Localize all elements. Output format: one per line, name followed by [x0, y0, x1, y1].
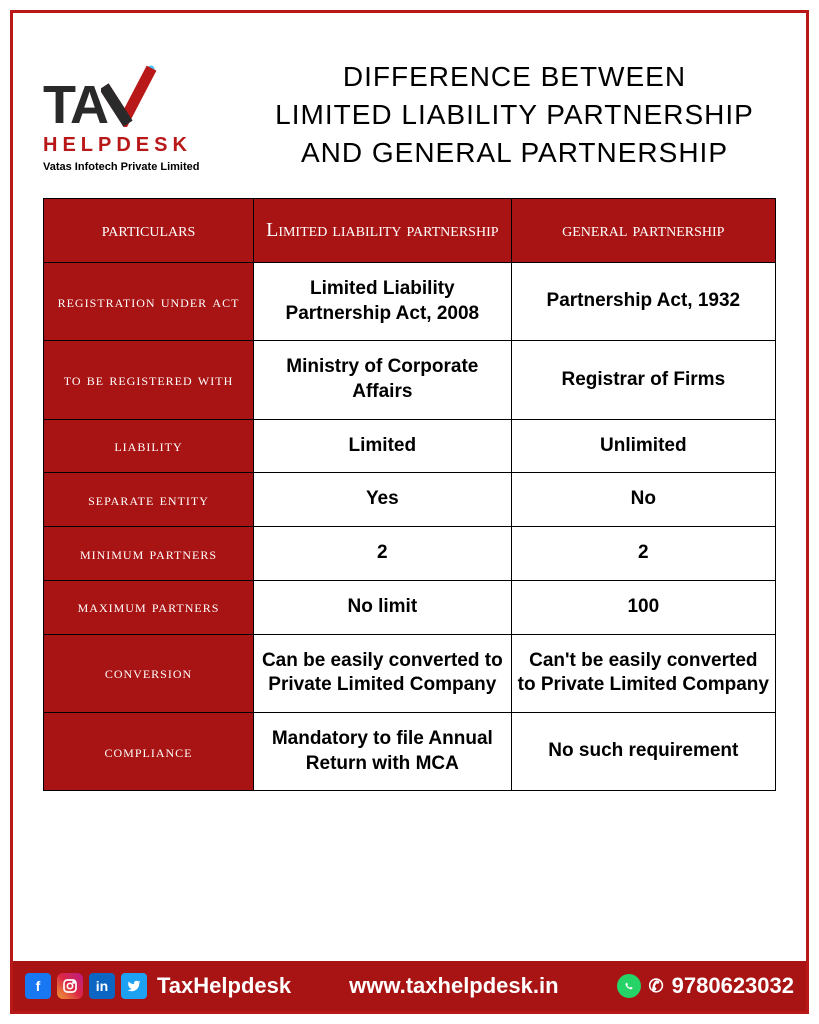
table-row: registration under act Limited Liability… [44, 263, 776, 341]
footer-handle: TaxHelpdesk [157, 973, 291, 999]
header-row: TA HELPDESK Vatas Infotech Private Limit… [43, 53, 776, 173]
logo-helpdesk-text: HELPDESK [43, 134, 243, 157]
cell-gp: Partnership Act, 1932 [511, 263, 775, 341]
cell-llp: Mandatory to file Annual Return with MCA [254, 712, 512, 790]
whatsapp-icon[interactable] [617, 974, 641, 998]
row-label: maximum partners [44, 580, 254, 634]
col-header-particulars: particulars [44, 199, 254, 263]
cell-gp: No [511, 473, 775, 527]
logo-wordmark: TA [43, 73, 243, 132]
footer-bar: f in TaxHelpdesk www.taxhelpdesk.in ✆ 97… [13, 961, 806, 1011]
row-label: separate entity [44, 473, 254, 527]
facebook-icon[interactable]: f [25, 973, 51, 999]
cell-gp: Unlimited [511, 419, 775, 473]
cell-gp: 100 [511, 580, 775, 634]
brand-logo: TA HELPDESK Vatas Infotech Private Limit… [43, 53, 243, 173]
row-label: compliance [44, 712, 254, 790]
logo-checkmark-icon [107, 73, 155, 123]
cell-llp: Limited [254, 419, 512, 473]
col-header-llp: Limited liability partnership [254, 199, 512, 263]
cell-llp: Yes [254, 473, 512, 527]
cell-llp: Can be easily converted to Private Limit… [254, 634, 512, 712]
cell-llp: No limit [254, 580, 512, 634]
table-row: to be registered with Ministry of Corpor… [44, 341, 776, 419]
row-label: liability [44, 419, 254, 473]
logo-text-ta: TA [43, 75, 107, 135]
phone-icon: ✆ [649, 976, 664, 997]
cell-gp: No such requirement [511, 712, 775, 790]
table-header-row: particulars Limited liability partnershi… [44, 199, 776, 263]
cell-llp: Ministry of Corporate Affairs [254, 341, 512, 419]
cell-gp: Can't be easily converted to Private Lim… [511, 634, 775, 712]
table-row: minimum partners 2 2 [44, 527, 776, 581]
instagram-icon[interactable] [57, 973, 83, 999]
logo-subtitle: Vatas Infotech Private Limited [43, 161, 243, 173]
footer-left: f in TaxHelpdesk [25, 973, 291, 999]
content-area: TA HELPDESK Vatas Infotech Private Limit… [13, 13, 806, 791]
title-line-2: LIMITED LIABILITY PARTNERSHIP [253, 96, 776, 134]
col-header-gp: general partnership [511, 199, 775, 263]
table-row: separate entity Yes No [44, 473, 776, 527]
row-label: minimum partners [44, 527, 254, 581]
title-line-1: DIFFERENCE BETWEEN [253, 58, 776, 96]
cell-llp: Limited Liability Partnership Act, 2008 [254, 263, 512, 341]
twitter-icon[interactable] [121, 973, 147, 999]
row-label: to be registered with [44, 341, 254, 419]
cell-gp: Registrar of Firms [511, 341, 775, 419]
table-row: compliance Mandatory to file Annual Retu… [44, 712, 776, 790]
page-title: DIFFERENCE BETWEEN LIMITED LIABILITY PAR… [253, 53, 776, 171]
page-frame: TA HELPDESK Vatas Infotech Private Limit… [10, 10, 809, 1014]
title-line-3: AND GENERAL PARTNERSHIP [253, 134, 776, 172]
footer-right: ✆ 9780623032 [617, 973, 794, 999]
cell-gp: 2 [511, 527, 775, 581]
cell-llp: 2 [254, 527, 512, 581]
footer-phone[interactable]: 9780623032 [672, 973, 794, 999]
table-row: conversion Can be easily converted to Pr… [44, 634, 776, 712]
comparison-table: particulars Limited liability partnershi… [43, 198, 776, 791]
table-row: liability Limited Unlimited [44, 419, 776, 473]
footer-website[interactable]: www.taxhelpdesk.in [349, 973, 558, 999]
table-row: maximum partners No limit 100 [44, 580, 776, 634]
linkedin-icon[interactable]: in [89, 973, 115, 999]
row-label: conversion [44, 634, 254, 712]
row-label: registration under act [44, 263, 254, 341]
table-body: registration under act Limited Liability… [44, 263, 776, 791]
